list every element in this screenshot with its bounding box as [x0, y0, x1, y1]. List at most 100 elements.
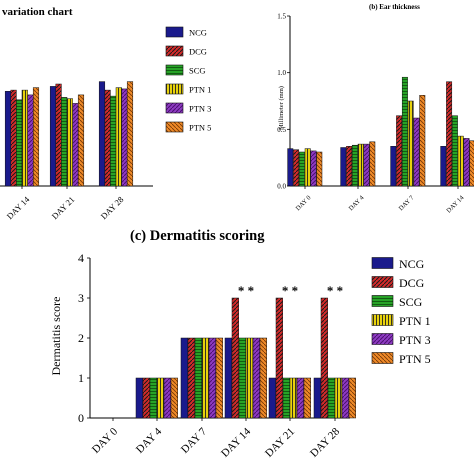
weight-legend-swatch-ptn-1 — [165, 83, 184, 95]
derm-bar-ptn-3-day-7 — [208, 337, 216, 419]
weight-legend-label-scg: SCG — [189, 66, 206, 76]
weight-bar-ptn-3-day-28 — [121, 88, 128, 187]
derm-legend-swatch-ptn-3 — [371, 333, 394, 345]
derm-legend-swatch-ptn-5 — [371, 352, 394, 364]
derm-bar-dcg-day-28 — [320, 297, 328, 419]
ear-bar-ncg-day-7 — [390, 146, 397, 187]
derm-bar-ptn-5-day-7 — [215, 337, 223, 419]
ear-x-tick-day-14: DAY 14 — [445, 194, 466, 215]
ear-bar-ptn-3-day-0 — [310, 150, 317, 187]
ear-bar-scg-day-4 — [351, 144, 358, 187]
derm-bar-ptn-1-day-14 — [245, 337, 253, 419]
ear-y-tick-1.0: 1.0 — [277, 69, 286, 77]
derm-x-tick-day-0: DAY 0 — [90, 425, 121, 456]
weight-legend-label-ptn-3: PTN 3 — [189, 104, 211, 114]
derm-y-tick-3: 3 — [78, 291, 84, 305]
derm-legend-label-dcg: DCG — [399, 276, 425, 290]
ear-bar-ncg-day-4 — [340, 147, 347, 187]
ear-bar-ptn-5-day-7 — [419, 95, 426, 187]
ear-bar-ptn-1-day-14 — [457, 135, 464, 187]
derm-legend-label-scg: SCG — [399, 295, 423, 309]
weight-bar-ptn-5-day-21 — [77, 94, 85, 187]
ear-y-axis-title: Millimeter (mm) — [278, 86, 285, 130]
derm-x-tick-day-21: DAY 21 — [263, 426, 297, 460]
dermatitis-y-axis-title: Dermatitis score — [49, 297, 63, 376]
weight-legend-swatch-ptn-3 — [165, 102, 184, 114]
ear-bar-ptn-3-day-4 — [363, 143, 370, 187]
ear-bar-scg-day-14 — [451, 115, 458, 187]
derm-bar-ptn-5-day-21 — [303, 377, 311, 419]
derm-bar-ptn-1-day-21 — [289, 377, 297, 419]
weight-legend-label-dcg: DCG — [189, 47, 207, 57]
ear-y-tick-1.5: 1.5 — [277, 12, 286, 20]
weight-x-tick-day-14: DAY 14 — [5, 194, 32, 221]
derm-legend-label-ncg: NCG — [399, 257, 425, 271]
derm-bar-ptn-1-day-4 — [156, 377, 164, 419]
weight-bar-scg-day-14 — [16, 99, 23, 187]
weight-bar-dcg-day-14 — [10, 89, 17, 187]
derm-bar-ptn-3-day-28 — [341, 377, 349, 419]
ear-bar-ptn-1-day-4 — [357, 143, 364, 187]
ear-bar-dcg-day-7 — [396, 115, 403, 187]
weight-bar-ncg-day-28 — [98, 81, 106, 187]
weight-bar-scg-day-28 — [110, 95, 117, 187]
derm-bar-ncg-day-7 — [180, 337, 188, 419]
weight-x-tick-day-28: DAY 28 — [99, 194, 126, 221]
derm-bar-dcg-day-21 — [275, 297, 283, 419]
derm-bar-dcg-day-4 — [142, 377, 150, 419]
ear-bar-ptn-5-day-4 — [369, 141, 376, 187]
derm-x-tick-day-4: DAY 4 — [134, 425, 165, 456]
weight-bar-ptn-5-day-28 — [126, 81, 134, 187]
derm-bar-ptn-1-day-7 — [201, 337, 209, 419]
weight-bar-ptn-1-day-21 — [66, 98, 73, 187]
weight-bar-dcg-day-28 — [104, 89, 111, 187]
derm-x-tick-day-28: DAY 28 — [308, 425, 342, 459]
ear-bar-dcg-day-0 — [293, 149, 300, 187]
derm-bar-ncg-day-14 — [224, 337, 232, 419]
derm-y-tick-4: 4 — [78, 251, 84, 265]
derm-bar-ptn-5-day-28 — [348, 377, 356, 419]
derm-legend-label-ptn-1: PTN 1 — [399, 314, 431, 328]
ear-bar-ptn-1-day-7 — [407, 100, 414, 187]
weight-bar-ncg-day-21 — [49, 86, 57, 187]
weight-legend-label-ptn-5: PTN 5 — [189, 123, 211, 133]
weight-bar-ptn-3-day-21 — [72, 103, 79, 187]
weight-bar-ptn-3-day-14 — [27, 94, 34, 187]
ear-bar-ptn-1-day-0 — [304, 148, 311, 187]
weight-bar-dcg-day-21 — [55, 83, 62, 187]
weight-bar-ptn-5-day-14 — [32, 87, 40, 187]
weight-legend-swatch-ncg — [165, 26, 184, 38]
ear-y-tick-0.0: 0.0 — [277, 182, 286, 190]
derm-bar-ptn-3-day-4 — [163, 377, 171, 419]
derm-legend-swatch-dcg — [371, 276, 394, 288]
weight-legend-swatch-dcg — [165, 45, 184, 57]
ear-x-tick-day-4: DAY 4 — [348, 194, 366, 212]
weight-legend-swatch-ptn-5 — [165, 121, 184, 133]
derm-x-tick-day-7: DAY 7 — [179, 425, 210, 456]
derm-legend-label-ptn-3: PTN 3 — [399, 333, 431, 347]
derm-legend-label-ptn-5: PTN 5 — [399, 352, 431, 366]
ear-bar-dcg-day-14 — [446, 81, 453, 187]
derm-bar-ptn-1-day-28 — [334, 377, 342, 419]
weight-x-tick-day-21: DAY 21 — [50, 194, 77, 221]
derm-legend-swatch-scg — [371, 295, 394, 307]
derm-bar-ncg-day-28 — [313, 377, 321, 419]
derm-x-tick-day-14: DAY 14 — [219, 425, 253, 459]
weight-bar-scg-day-21 — [61, 97, 68, 187]
ear-bar-ptn-5-day-14 — [469, 140, 474, 187]
derm-bar-scg-day-28 — [327, 377, 335, 419]
derm-significance-day-14: * * — [238, 283, 254, 298]
weight-legend-label-ptn-1: PTN 1 — [189, 85, 211, 95]
derm-legend-swatch-ncg — [371, 257, 394, 269]
derm-bar-dcg-day-14 — [231, 297, 239, 419]
derm-bar-ptn-5-day-14 — [259, 337, 267, 419]
weight-legend-swatch-scg — [165, 64, 184, 76]
ear-bar-scg-day-7 — [401, 76, 408, 187]
derm-bar-ptn-3-day-14 — [252, 337, 260, 419]
derm-bar-scg-day-21 — [282, 377, 290, 419]
derm-bar-scg-day-14 — [238, 337, 246, 419]
ear-chart-title: (b) Ear thickness — [369, 3, 420, 11]
weight-bar-ptn-1-day-28 — [115, 87, 122, 187]
ear-bar-ncg-day-14 — [440, 146, 447, 187]
